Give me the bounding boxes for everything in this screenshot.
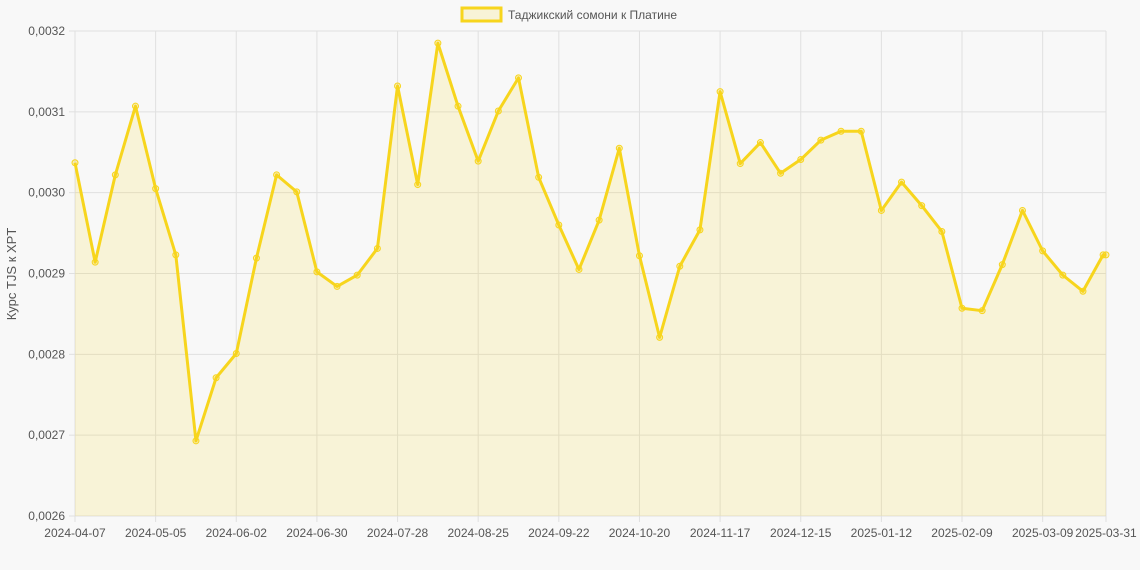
data-point[interactable]: [273, 171, 281, 179]
x-tick-label: 2024-07-28: [367, 526, 429, 540]
x-tick-label: 2024-08-25: [447, 526, 509, 540]
x-tick-label: 2024-06-02: [206, 526, 268, 540]
data-point[interactable]: [1079, 287, 1087, 295]
y-tick-label: 0,0029: [28, 267, 65, 281]
y-axis-title: Курс TJS к XPT: [4, 228, 19, 321]
data-point[interactable]: [172, 251, 180, 259]
x-tick-label: 2025-02-09: [931, 526, 993, 540]
y-tick-label: 0,0028: [28, 347, 65, 361]
data-point[interactable]: [1039, 247, 1047, 255]
x-tick-label: 2024-11-17: [690, 526, 751, 540]
x-tick-label: 2025-01-12: [851, 526, 913, 540]
y-tick-label: 0,0030: [28, 186, 65, 200]
data-point[interactable]: [252, 254, 260, 262]
x-tick-label: 2024-05-05: [125, 526, 187, 540]
data-point[interactable]: [353, 271, 361, 279]
series-area-fill: [75, 43, 1106, 516]
y-tick-label: 0,0026: [28, 509, 65, 523]
data-point[interactable]: [555, 221, 563, 229]
series-line[interactable]: [73, 41, 1106, 443]
data-point[interactable]: [535, 173, 543, 181]
data-point[interactable]: [817, 136, 825, 144]
x-tick-label: 2024-09-22: [528, 526, 590, 540]
data-point[interactable]: [91, 258, 99, 266]
data-point[interactable]: [152, 185, 160, 193]
data-point[interactable]: [71, 159, 79, 167]
data-point[interactable]: [595, 216, 603, 224]
legend-label[interactable]: Таджикский сомони к Платине: [508, 8, 677, 22]
data-point[interactable]: [998, 261, 1006, 269]
x-tick-label: 2024-06-30: [286, 526, 348, 540]
data-point[interactable]: [837, 127, 845, 135]
data-point[interactable]: [918, 202, 926, 210]
data-point[interactable]: [414, 181, 422, 189]
data-point[interactable]: [111, 171, 119, 179]
data-point[interactable]: [333, 282, 341, 290]
data-point[interactable]: [777, 169, 785, 177]
data-point[interactable]: [1059, 271, 1067, 279]
x-axis-tick-labels: 2024-04-07 2024-05-05 2024-06-02 2024-06-30…: [44, 526, 1137, 540]
data-point[interactable]: [192, 437, 200, 445]
data-point[interactable]: [978, 307, 986, 315]
data-point[interactable]: [373, 244, 381, 252]
data-point[interactable]: [394, 82, 402, 90]
data-point[interactable]: [131, 102, 139, 110]
data-point[interactable]: [696, 226, 704, 234]
data-point[interactable]: [494, 107, 502, 115]
data-point[interactable]: [293, 188, 301, 196]
data-point[interactable]: [958, 304, 966, 312]
data-point[interactable]: [676, 262, 684, 270]
x-tick-label: 2025-03-31: [1075, 526, 1137, 540]
data-point[interactable]: [797, 156, 805, 164]
x-tick-label: 2024-12-15: [770, 526, 832, 540]
data-point[interactable]: [474, 157, 482, 165]
area-fill-layer: [75, 43, 1106, 516]
data-point[interactable]: [232, 350, 240, 358]
x-tick-label: 2024-04-07: [44, 526, 106, 540]
legend[interactable]: Таджикский сомони к Платине: [460, 6, 677, 23]
y-tick-label: 0,0031: [28, 105, 65, 119]
data-point[interactable]: [454, 102, 462, 110]
data-point[interactable]: [938, 227, 946, 235]
legend-swatch[interactable]: [460, 6, 503, 23]
data-point[interactable]: [515, 74, 522, 82]
data-point[interactable]: [877, 206, 885, 214]
data-point[interactable]: [656, 333, 664, 341]
data-point[interactable]: [575, 265, 583, 273]
data-point[interactable]: [756, 139, 764, 147]
data-point[interactable]: [635, 252, 643, 260]
data-point-layer: [71, 39, 1110, 445]
data-point[interactable]: [313, 268, 321, 276]
data-point[interactable]: [1102, 251, 1110, 259]
y-tick-label: 0,0027: [28, 428, 65, 442]
data-point[interactable]: [615, 144, 623, 152]
data-point[interactable]: [716, 88, 724, 96]
data-point[interactable]: [434, 39, 442, 47]
y-tick-label: 0,0032: [28, 24, 65, 38]
grid: [69, 30, 1107, 522]
x-tick-label: 2024-10-20: [609, 526, 671, 540]
y-axis-tick-labels: 0,0026 0,0027 0,0028 0,0029 0,0030 0,0031 0,00…: [28, 24, 65, 523]
x-tick-label: 2025-03-09: [1012, 526, 1074, 540]
data-point[interactable]: [736, 160, 744, 168]
data-point[interactable]: [857, 127, 865, 135]
series-line-layer: [73, 41, 1106, 443]
data-point[interactable]: [212, 374, 220, 382]
data-point[interactable]: [1018, 206, 1026, 214]
data-point[interactable]: [898, 178, 906, 186]
